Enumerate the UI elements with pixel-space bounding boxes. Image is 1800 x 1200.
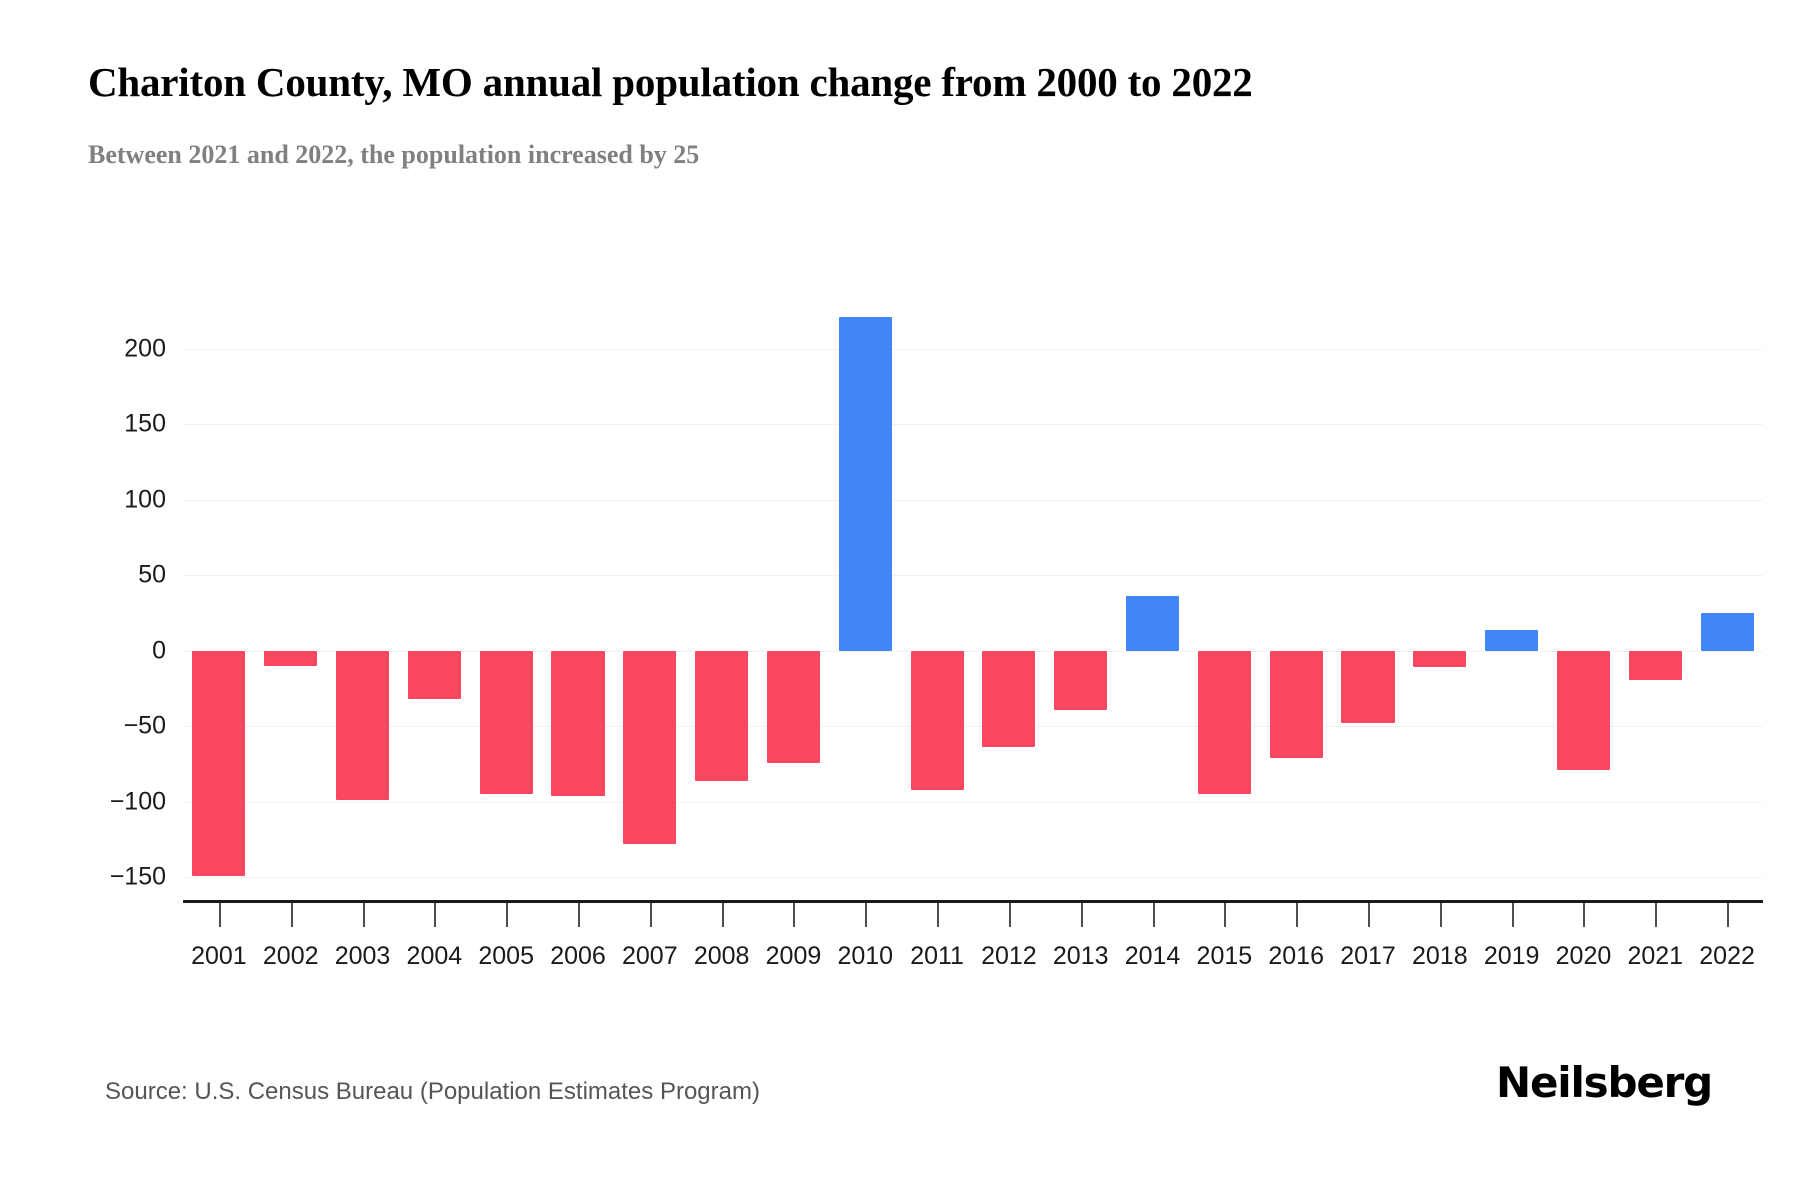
gridline [183, 499, 1763, 501]
x-axis-tick-label: 2007 [622, 942, 678, 970]
bar-2002[interactable] [264, 650, 318, 666]
brand-logo: Neilsberg [1496, 1058, 1713, 1107]
gridline [183, 348, 1763, 350]
x-axis-tick [506, 903, 509, 927]
x-axis-tick [1224, 903, 1227, 927]
x-axis-tick [1296, 903, 1299, 927]
x-axis-tick-label: 2001 [191, 942, 247, 970]
bar-2016[interactable] [1269, 650, 1323, 759]
zero-gridline [183, 650, 1763, 652]
bar-2001[interactable] [192, 650, 246, 876]
x-axis-tick [1583, 903, 1586, 927]
x-axis-tick [362, 903, 365, 927]
x-axis-tick [1152, 903, 1155, 927]
x-axis-tick [434, 903, 437, 927]
y-axis-tick-label: 150 [124, 409, 166, 438]
gridline [183, 726, 1763, 728]
x-axis-tick-label: 2002 [262, 942, 319, 970]
x-axis-tick-label: 2006 [550, 942, 606, 970]
bar-2004[interactable] [407, 650, 461, 700]
x-axis-tick-label: 2012 [981, 942, 1037, 970]
x-axis-tick-label: 2008 [693, 942, 750, 970]
bar-2012[interactable] [982, 650, 1036, 748]
bar-2018[interactable] [1413, 650, 1467, 668]
gridline [183, 877, 1763, 879]
y-axis-tick-label: −50 [123, 711, 166, 740]
x-axis-tick-label: 2013 [1052, 942, 1109, 970]
x-axis-tick-label: 2003 [334, 942, 391, 970]
x-axis-tick-label: 2004 [406, 942, 463, 970]
y-axis-tick-label: 0 [152, 636, 166, 665]
bar-2014[interactable] [1125, 596, 1180, 651]
bar-2019[interactable] [1485, 629, 1539, 651]
x-axis-tick [1727, 903, 1730, 927]
x-axis-tick [1655, 903, 1658, 927]
y-axis-tick-label: 50 [138, 560, 166, 589]
bar-2015[interactable] [1197, 650, 1251, 795]
x-axis-tick-label: 2005 [478, 942, 534, 970]
x-axis-tick [1368, 903, 1370, 927]
gridline [183, 801, 1763, 803]
x-axis-tick-label: 2017 [1340, 942, 1396, 970]
gridline [183, 424, 1763, 426]
x-axis-tick [721, 903, 724, 927]
x-axis-tick [1008, 903, 1011, 927]
page-subtitle: Between 2021 and 2022, the population in… [88, 140, 700, 169]
x-axis-tick [290, 903, 293, 927]
x-axis-tick-label: 2019 [1483, 942, 1540, 970]
source-note: Source: U.S. Census Bureau (Population E… [105, 1078, 760, 1105]
bar-2007[interactable] [623, 650, 677, 845]
x-axis-tick-label: 2010 [837, 942, 894, 970]
bar-2021[interactable] [1628, 650, 1682, 680]
x-axis-tick [1511, 903, 1514, 927]
x-axis-tick-label: 2014 [1124, 942, 1181, 970]
plot-area: 200 150 100 50 0 −50 −100 −150 [110, 296, 1763, 900]
x-axis-tick [1080, 903, 1083, 927]
x-axis-tick [1439, 903, 1442, 927]
x-axis-tick-label: 2009 [765, 942, 822, 970]
y-axis-tick-label: 100 [124, 485, 166, 514]
x-axis-tick-label: 2015 [1196, 942, 1253, 970]
x-axis-tick-label: 2018 [1412, 942, 1468, 970]
y-axis-tick-label: −100 [109, 787, 166, 816]
page-title: Chariton County, MO annual population ch… [88, 59, 1253, 105]
bar-2017[interactable] [1341, 650, 1395, 724]
x-axis-tick [649, 903, 652, 927]
x-axis-tick [937, 903, 940, 927]
bar-2020[interactable] [1556, 650, 1611, 771]
x-axis-tick-label: 2011 [910, 942, 964, 970]
x-axis-line [183, 900, 1763, 903]
x-axis-tick-label: 2022 [1699, 942, 1755, 970]
x-axis-tick [793, 903, 796, 927]
gridline [183, 575, 1763, 577]
bar-2003[interactable] [335, 650, 390, 801]
bar-2022[interactable] [1700, 613, 1754, 651]
x-axis-tick [218, 903, 221, 927]
y-axis-tick-label: 200 [124, 334, 166, 363]
bar-2005[interactable] [479, 650, 533, 795]
x-axis-tick [865, 903, 868, 927]
y-axis-tick-label: −150 [109, 862, 166, 891]
bar-2006[interactable] [551, 650, 605, 796]
x-axis-tick [578, 903, 580, 927]
bar-2008[interactable] [695, 650, 749, 781]
bar-2009[interactable] [766, 650, 821, 763]
bar-2013[interactable] [1054, 650, 1108, 710]
bar-2010[interactable] [838, 317, 892, 651]
bar-2011[interactable] [910, 650, 964, 790]
x-axis-tick-label: 2021 [1627, 942, 1684, 970]
x-axis-tick-label: 2020 [1555, 942, 1612, 970]
x-axis-tick-label: 2016 [1268, 942, 1324, 970]
